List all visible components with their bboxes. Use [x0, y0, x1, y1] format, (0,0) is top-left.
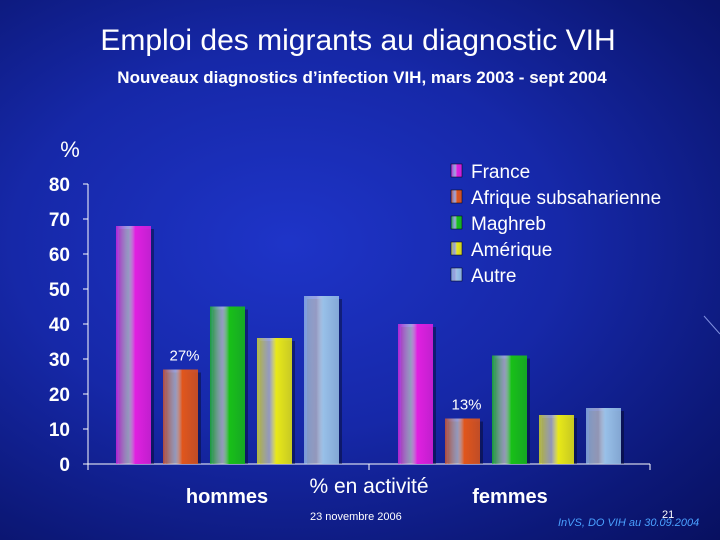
slide-title: Emploi des migrants au diagnostic VIH	[100, 24, 616, 57]
bar-femmes-maghreb	[492, 355, 527, 464]
x-category-femmes: femmes	[472, 486, 548, 508]
footer-page-number: 21	[662, 509, 675, 521]
bar-hommes-maghreb	[210, 306, 245, 464]
legend-label-autre: Autre	[471, 266, 516, 287]
bar-femmes-amerique	[539, 415, 574, 464]
bar-hommes-autre	[304, 296, 339, 464]
legend-label-amerique: Amérique	[471, 240, 552, 261]
y-tick-label: 60	[49, 245, 70, 266]
annotation-hommes: 27%	[169, 348, 199, 365]
bar-femmes-france	[398, 324, 433, 464]
x-axis: hommes femmes % en activité	[87, 463, 651, 508]
bar-femmes-afrique-subsaharienne	[445, 418, 480, 464]
footer-date: 23 novembre 2006	[310, 511, 402, 523]
slide-subtitle: Nouveaux diagnostics d’infection VIH, ma…	[117, 68, 607, 87]
legend-label-maghreb: Maghreb	[471, 214, 546, 235]
y-tick-label: 40	[49, 315, 70, 336]
y-tick-label: 70	[49, 210, 70, 231]
y-tick-label: 50	[49, 280, 70, 301]
decorative-line	[703, 315, 720, 335]
annotation-femmes: 13%	[451, 397, 481, 414]
legend-swatch-autre	[450, 267, 463, 282]
footer-source: InVS, DO VIH au 30.09.2004	[558, 517, 700, 529]
y-tick-label: 20	[49, 385, 70, 406]
bar-femmes-autre	[586, 408, 621, 464]
bar-hommes-amerique	[257, 338, 292, 464]
bar-hommes-afrique-subsaharienne	[163, 369, 198, 464]
y-axis-label: %	[60, 137, 80, 162]
annotations: 27% 13%	[169, 348, 481, 414]
y-axis: 0 10 20 30 40 50 60 70 80%	[49, 137, 89, 476]
legend-swatch-france	[450, 163, 463, 178]
bars	[116, 226, 624, 464]
legend-swatch-maghreb	[450, 215, 463, 230]
y-tick-label: 80	[49, 175, 70, 196]
bar-hommes-france	[116, 226, 151, 464]
legend-swatch-afrique-subsaharienne	[450, 189, 463, 204]
x-category-hommes: hommes	[186, 486, 268, 508]
legend-swatch-amerique	[450, 241, 463, 256]
y-tick-label: 10	[49, 420, 70, 441]
x-axis-label: % en activité	[309, 475, 428, 498]
legend-label-france: France	[471, 162, 530, 183]
y-tick-label: 30	[49, 350, 70, 371]
y-tick-label: 0	[59, 455, 70, 476]
legend: France Afrique subsaharienne Maghreb Amériq…	[450, 162, 661, 287]
legend-label-afrique-subsaharienne: Afrique subsaharienne	[471, 188, 661, 209]
